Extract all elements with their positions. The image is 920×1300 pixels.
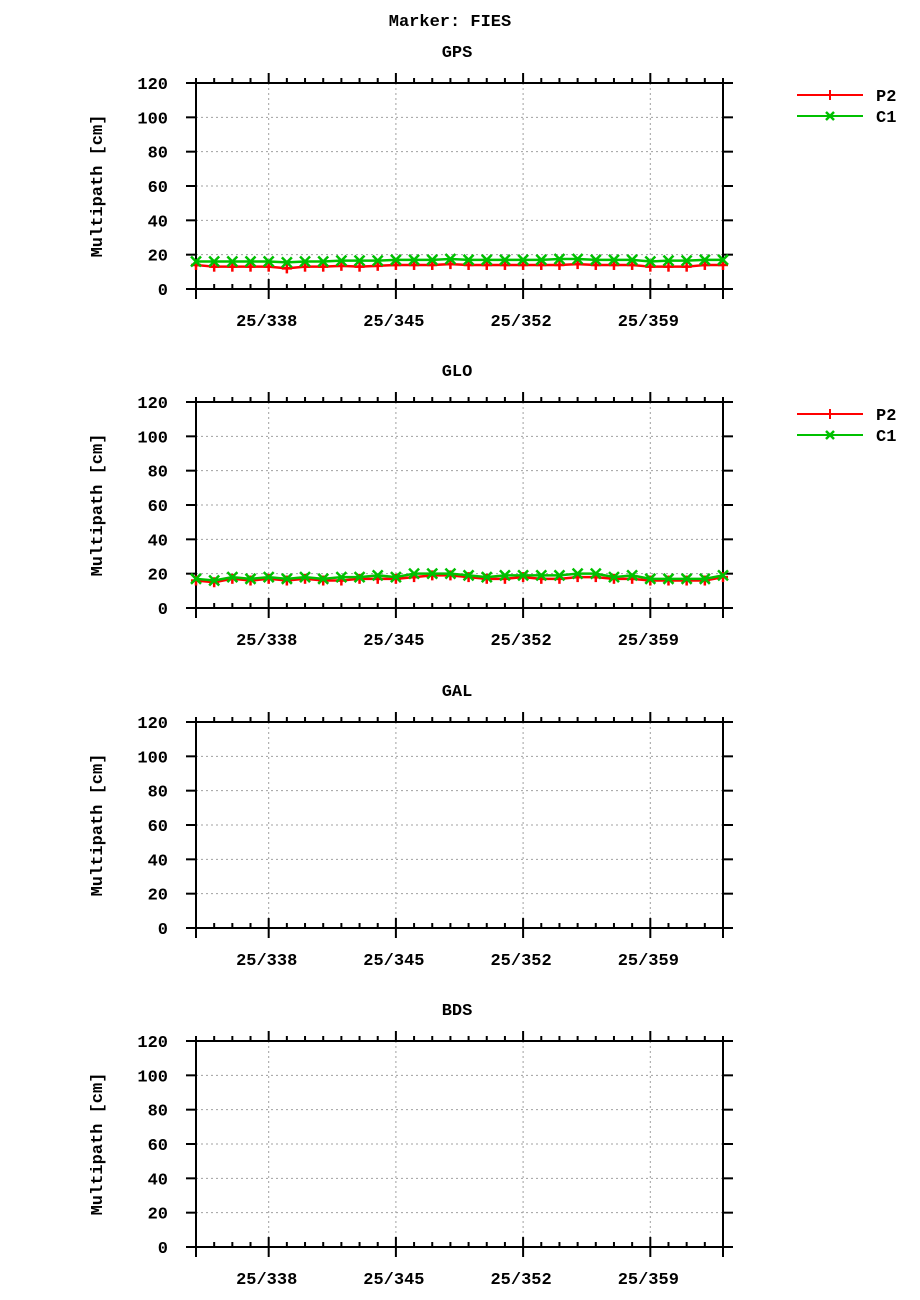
y-tick-label: 100 (137, 429, 168, 448)
y-tick-label: 80 (148, 1103, 168, 1122)
x-tick-label: 25/338 (236, 952, 297, 971)
y-tick-label: 120 (137, 76, 168, 95)
x-tick-label: 25/345 (363, 632, 424, 651)
panel-bds: BDS 0 20 40 60 80 100 120 25/338 25/345 25/352 25/3… (89, 1002, 733, 1290)
x-tick-label: 25/345 (363, 313, 424, 332)
y-tick-label: 40 (148, 213, 168, 232)
y-tick-label: 120 (137, 395, 168, 414)
y-tick-label: 120 (137, 1034, 168, 1053)
y-tick-label: 40 (148, 532, 168, 551)
y-tick-label: 0 (158, 921, 168, 940)
legend-label: C1 (876, 428, 896, 447)
x-tick-label: 25/359 (618, 952, 679, 971)
y-tick-label: 40 (148, 1171, 168, 1190)
y-tick-label: 60 (148, 498, 168, 517)
y-tick-label: 120 (137, 715, 168, 734)
y-tick-label: 80 (148, 784, 168, 803)
y-tick-label: 0 (158, 601, 168, 620)
y-tick-label: 20 (148, 1206, 168, 1225)
y-tick-label: 80 (148, 145, 168, 164)
panel-glo: GLO 0 20 40 60 80 100 120 25/338 25/345 25/352 25/3… (89, 363, 896, 651)
y-tick-label: 100 (137, 749, 168, 768)
y-tick-label: 0 (158, 1240, 168, 1259)
panel-title: GPS (442, 44, 473, 63)
x-tick-label: 25/338 (236, 313, 297, 332)
y-tick-label: 40 (148, 852, 168, 871)
y-tick-label: 100 (137, 1068, 168, 1087)
series-c1-line (195, 572, 724, 582)
y-axis-label: Multipath [cm] (89, 754, 108, 897)
y-tick-label: 20 (148, 887, 168, 906)
panel-gal: GAL 0 20 40 60 80 100 120 25/338 25/345 25/352 25/3… (89, 683, 733, 971)
x-tick-label: 25/352 (490, 1271, 551, 1290)
y-tick-label: 60 (148, 179, 168, 198)
figure-title: Marker: FIES (389, 13, 511, 32)
x-tick-label: 25/352 (490, 952, 551, 971)
y-tick-label: 20 (148, 567, 168, 586)
y-tick-label: 80 (148, 464, 168, 483)
legend-label: P2 (876, 88, 896, 107)
y-axis-label: Multipath [cm] (89, 1073, 108, 1216)
y-axis-label: Multipath [cm] (89, 115, 108, 258)
y-tick-label: 0 (158, 282, 168, 301)
x-tick-label: 25/352 (490, 313, 551, 332)
panel-title: BDS (442, 1002, 473, 1021)
legend-label: P2 (876, 407, 896, 426)
x-tick-label: 25/338 (236, 1271, 297, 1290)
x-tick-label: 25/338 (236, 632, 297, 651)
y-tick-label: 60 (148, 1137, 168, 1156)
y-tick-label: 60 (148, 818, 168, 837)
x-tick-label: 25/359 (618, 632, 679, 651)
x-tick-label: 25/359 (618, 1271, 679, 1290)
panel-title: GAL (442, 683, 473, 702)
x-tick-label: 25/359 (618, 313, 679, 332)
y-tick-label: 20 (148, 248, 168, 267)
panel-gps: GPS 0 20 40 60 80 100 120 25/338 25/345 25/352 25/3… (89, 44, 896, 332)
x-tick-label: 25/345 (363, 1271, 424, 1290)
x-tick-label: 25/352 (490, 632, 551, 651)
x-tick-label: 25/345 (363, 952, 424, 971)
y-axis-label: Multipath [cm] (89, 434, 108, 577)
series-c1-line (196, 257, 723, 264)
y-tick-label: 100 (137, 110, 168, 129)
panel-title: GLO (442, 363, 473, 382)
series-p2-line (195, 262, 723, 270)
legend-label: C1 (876, 109, 896, 128)
